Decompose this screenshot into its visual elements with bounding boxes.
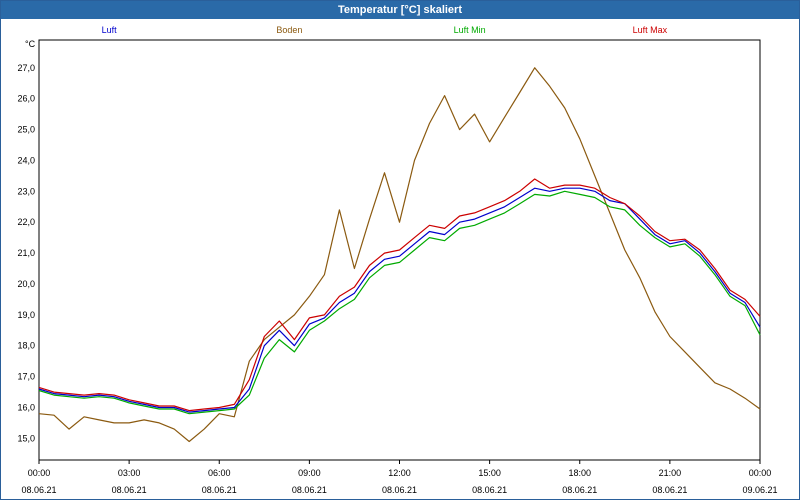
- y-tick-label: 17,0: [17, 372, 35, 382]
- y-tick-label: 20,0: [17, 279, 35, 289]
- series-line-luft: [38, 187, 761, 413]
- y-tick-label: 27,0: [17, 63, 35, 73]
- x-tick-date: 08.06.21: [382, 485, 417, 495]
- x-tick-time: 21:00: [659, 468, 682, 478]
- legend-boden: Boden: [276, 25, 302, 35]
- series-line-luft-min: [38, 190, 761, 415]
- y-tick-label: 16,0: [17, 403, 35, 413]
- x-tick-date: 08.06.21: [562, 485, 597, 495]
- x-tick-time: 18:00: [568, 468, 591, 478]
- y-tick-label: 26,0: [17, 94, 35, 104]
- x-tick-date: 08.06.21: [21, 485, 56, 495]
- y-tick-label: 18,0: [17, 341, 35, 351]
- x-tick-date: 08.06.21: [202, 485, 237, 495]
- chart-title: Temperatur [°C] skaliert: [1, 1, 799, 19]
- x-tick-date: 08.06.21: [112, 485, 147, 495]
- series-line-boden: [38, 67, 761, 443]
- y-tick-label: 21,0: [17, 248, 35, 258]
- y-axis-unit: °C: [25, 39, 36, 49]
- y-tick-label: 19,0: [17, 310, 35, 320]
- legend-luft-min: Luft Min: [454, 25, 486, 35]
- x-tick-time: 06:00: [208, 468, 231, 478]
- x-tick-time: 03:00: [118, 468, 141, 478]
- x-tick-time: 12:00: [388, 468, 411, 478]
- y-tick-label: 23,0: [17, 186, 35, 196]
- y-tick-label: 15,0: [17, 433, 35, 443]
- series-group: [38, 67, 761, 443]
- y-tick-label: 24,0: [17, 155, 35, 165]
- x-tick-date: 09.06.21: [742, 485, 777, 495]
- legend: Luft Boden Luft Min Luft Max: [102, 25, 668, 35]
- x-tick-time: 09:00: [298, 468, 321, 478]
- x-tick-date: 08.06.21: [652, 485, 687, 495]
- legend-luft-max: Luft Max: [633, 25, 668, 35]
- series-line-luft-max: [38, 178, 761, 412]
- axes: 15,0 16,0 17,0 18,0 19,0 20,0 21,0 22,0 23,0 24,0…: [17, 39, 777, 495]
- x-tick-time: 00:00: [28, 468, 51, 478]
- x-tick-date: 08.06.21: [292, 485, 327, 495]
- x-tick-time: 15:00: [478, 468, 501, 478]
- y-tick-label: 25,0: [17, 125, 35, 135]
- y-tick-label: 22,0: [17, 217, 35, 227]
- x-tick-date: 08.06.21: [472, 485, 507, 495]
- x-tick-time: 00:00: [749, 468, 772, 478]
- legend-luft: Luft: [102, 25, 118, 35]
